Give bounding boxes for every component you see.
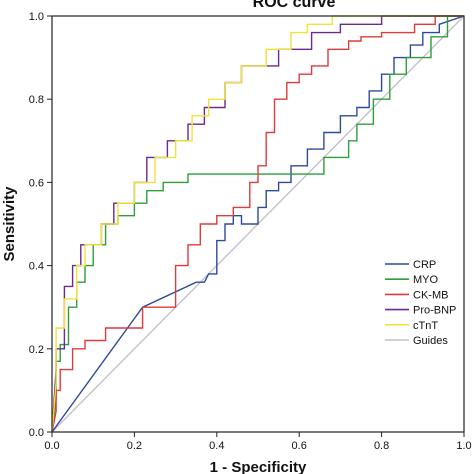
legend-label-myo: MYO — [413, 274, 439, 286]
legend: CRP MYO CK-MB Pro-BNP cTnT Guides — [385, 259, 456, 347]
x-axis-ticks: 0.0 0.2 0.4 0.6 0.8 1.0 — [44, 432, 472, 452]
series-line-ck-mb — [51, 15, 464, 433]
x-tick-label: 0.0 — [44, 440, 59, 452]
x-tick-label: 0.4 — [209, 440, 224, 452]
y-axis-title: Sensitivity — [1, 186, 18, 262]
plot-frame — [51, 15, 465, 433]
x-tick-label: 1.0 — [456, 440, 471, 452]
y-tick-label: 1.0 — [29, 11, 44, 23]
y-tick-label: 0.2 — [29, 344, 44, 356]
legend-label-guides: Guides — [413, 335, 448, 347]
y-axis-ticks: 0.0 0.2 0.4 0.6 0.8 1.0 — [29, 11, 52, 439]
chart-title: ROC curve — [253, 0, 336, 11]
x-tick-label: 0.8 — [374, 440, 389, 452]
series-line-crp — [51, 15, 465, 433]
series-line-myo — [51, 15, 464, 433]
y-tick-label: 0.6 — [29, 177, 44, 189]
x-tick-label: 0.2 — [127, 440, 142, 452]
legend-label-ck-mb: CK-MB — [413, 289, 448, 301]
series-layer — [51, 15, 465, 433]
y-tick-label: 0.0 — [29, 427, 44, 439]
x-tick-label: 0.6 — [292, 440, 307, 452]
y-tick-label: 0.8 — [29, 94, 44, 106]
legend-label-crp: CRP — [413, 259, 436, 271]
x-axis-title: 1 - Specificity — [210, 459, 307, 474]
legend-label-ctnt: cTnT — [413, 320, 438, 332]
y-tick-label: 0.4 — [29, 261, 44, 273]
legend-label-pro-bnp: Pro-BNP — [413, 305, 456, 317]
series-line-pro-bnp — [51, 15, 464, 433]
series-line-ctnt — [51, 15, 464, 433]
